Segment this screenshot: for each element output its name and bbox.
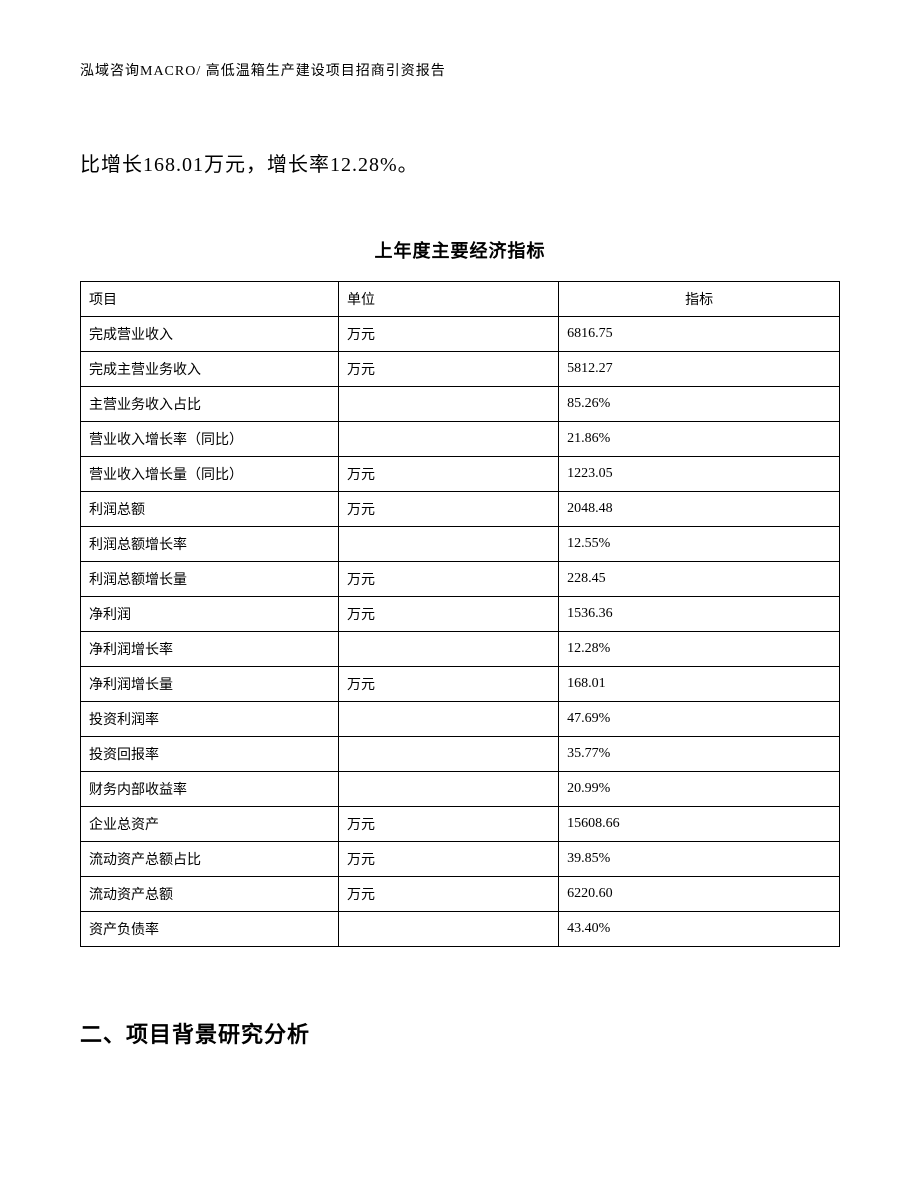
table-cell: 净利润: [81, 597, 339, 632]
table-cell: 万元: [339, 317, 559, 352]
table-cell: 20.99%: [559, 772, 840, 807]
table-row: 完成营业收入万元6816.75: [81, 317, 840, 352]
table-cell: 15608.66: [559, 807, 840, 842]
table-cell: 228.45: [559, 562, 840, 597]
table-row: 资产负债率 43.40%: [81, 912, 840, 947]
table-cell: 完成主营业务收入: [81, 352, 339, 387]
table-cell: 净利润增长量: [81, 667, 339, 702]
table-cell: 43.40%: [559, 912, 840, 947]
table-row: 财务内部收益率 20.99%: [81, 772, 840, 807]
table-row: 投资利润率 47.69%: [81, 702, 840, 737]
table-cell: 万元: [339, 667, 559, 702]
table-row: 净利润万元1536.36: [81, 597, 840, 632]
table-title: 上年度主要经济指标: [80, 237, 840, 263]
table-cell: 39.85%: [559, 842, 840, 877]
table-row: 主营业务收入占比 85.26%: [81, 387, 840, 422]
table-cell: 投资利润率: [81, 702, 339, 737]
table-cell: 万元: [339, 352, 559, 387]
table-header-cell: 指标: [559, 282, 840, 317]
table-cell: 资产负债率: [81, 912, 339, 947]
table-cell: 主营业务收入占比: [81, 387, 339, 422]
table-cell: 万元: [339, 807, 559, 842]
table-row: 净利润增长率 12.28%: [81, 632, 840, 667]
table-row: 流动资产总额万元6220.60: [81, 877, 840, 912]
table-cell: 21.86%: [559, 422, 840, 457]
table-row: 利润总额万元2048.48: [81, 492, 840, 527]
table-cell: 完成营业收入: [81, 317, 339, 352]
table-row: 净利润增长量万元168.01: [81, 667, 840, 702]
table-row: 企业总资产万元15608.66: [81, 807, 840, 842]
table-cell: 利润总额增长率: [81, 527, 339, 562]
table-cell: [339, 737, 559, 772]
table-cell: 万元: [339, 457, 559, 492]
table-cell: 企业总资产: [81, 807, 339, 842]
table-cell: 35.77%: [559, 737, 840, 772]
table-cell: 投资回报率: [81, 737, 339, 772]
table-cell: 2048.48: [559, 492, 840, 527]
table-cell: 流动资产总额: [81, 877, 339, 912]
table-cell: 万元: [339, 842, 559, 877]
table-cell: 万元: [339, 562, 559, 597]
table-cell: 6220.60: [559, 877, 840, 912]
table-row: 利润总额增长量万元228.45: [81, 562, 840, 597]
table-cell: 12.28%: [559, 632, 840, 667]
table-header-cell: 项目: [81, 282, 339, 317]
table-cell: 1536.36: [559, 597, 840, 632]
table-cell: 万元: [339, 877, 559, 912]
table-cell: 万元: [339, 492, 559, 527]
table-row: 完成主营业务收入万元5812.27: [81, 352, 840, 387]
table-cell: 1223.05: [559, 457, 840, 492]
table-cell: 47.69%: [559, 702, 840, 737]
table-cell: 5812.27: [559, 352, 840, 387]
table-header-row: 项目 单位 指标: [81, 282, 840, 317]
table-cell: 168.01: [559, 667, 840, 702]
table-cell: [339, 772, 559, 807]
table-cell: 营业收入增长率（同比）: [81, 422, 339, 457]
table-cell: 营业收入增长量（同比）: [81, 457, 339, 492]
table-cell: 净利润增长率: [81, 632, 339, 667]
table-cell: [339, 702, 559, 737]
table-cell: 利润总额增长量: [81, 562, 339, 597]
table-cell: 财务内部收益率: [81, 772, 339, 807]
table-cell: [339, 527, 559, 562]
table-cell: 利润总额: [81, 492, 339, 527]
table-row: 利润总额增长率 12.55%: [81, 527, 840, 562]
table-row: 营业收入增长量（同比）万元1223.05: [81, 457, 840, 492]
table-row: 投资回报率 35.77%: [81, 737, 840, 772]
table-cell: 万元: [339, 597, 559, 632]
section-heading: 二、项目背景研究分析: [80, 1017, 840, 1049]
table-header-cell: 单位: [339, 282, 559, 317]
table-cell: [339, 422, 559, 457]
table-cell: 85.26%: [559, 387, 840, 422]
table-cell: 流动资产总额占比: [81, 842, 339, 877]
table-cell: 12.55%: [559, 527, 840, 562]
table-row: 流动资产总额占比万元39.85%: [81, 842, 840, 877]
table-cell: [339, 632, 559, 667]
economic-indicators-table: 项目 单位 指标 完成营业收入万元6816.75完成主营业务收入万元5812.2…: [80, 281, 840, 947]
table-cell: 6816.75: [559, 317, 840, 352]
body-paragraph: 比增长168.01万元，增长率12.28%。: [80, 148, 840, 177]
table-cell: [339, 912, 559, 947]
page-header: 泓域咨询MACRO/ 高低温箱生产建设项目招商引资报告: [80, 60, 840, 80]
table-cell: [339, 387, 559, 422]
table-row: 营业收入增长率（同比） 21.86%: [81, 422, 840, 457]
